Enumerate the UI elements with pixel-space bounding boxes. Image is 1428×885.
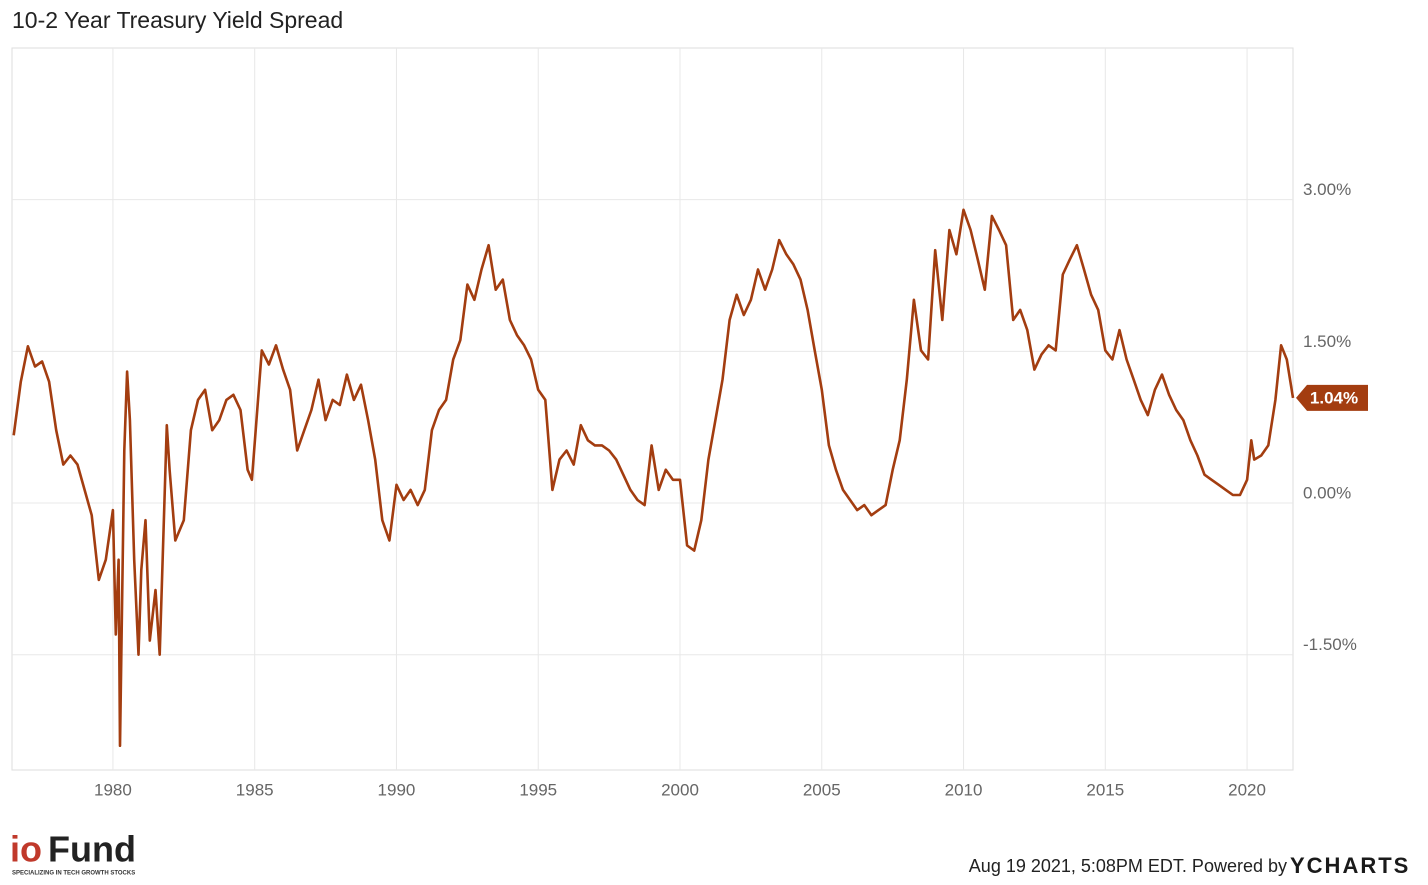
series-line: [12, 208, 1295, 747]
x-tick-label: 2005: [803, 780, 841, 799]
x-tick-label: 2000: [661, 780, 699, 799]
brand-tagline: SPECIALIZING IN TECH GROWTH STOCKS: [12, 871, 135, 877]
chart-title: 10-2 Year Treasury Yield Spread: [12, 7, 343, 33]
brand-prefix: io: [10, 829, 42, 870]
x-tick-label: 1995: [519, 780, 557, 799]
x-tick-label: 1990: [378, 780, 416, 799]
brand-name: Fund: [48, 829, 136, 870]
value-badge-label: 1.04%: [1310, 388, 1358, 407]
x-tick-label: 1980: [94, 780, 132, 799]
y-tick-label: 3.00%: [1303, 180, 1351, 199]
x-tick-label: 2010: [945, 780, 983, 799]
value-badge: [1296, 384, 1368, 411]
credit: Aug 19 2021, 5:08PM EDT. Powered by: [969, 856, 1287, 876]
x-tick-label: 2015: [1086, 780, 1124, 799]
y-tick-label: -1.50%: [1303, 635, 1357, 654]
plot-frame: [11, 47, 1294, 771]
source-logo: YCHARTS: [1290, 853, 1410, 878]
x-tick-label: 1985: [236, 780, 274, 799]
y-tick-label: 0.00%: [1303, 484, 1351, 503]
x-tick-label: 2020: [1228, 780, 1266, 799]
y-tick-label: 1.50%: [1303, 332, 1351, 351]
